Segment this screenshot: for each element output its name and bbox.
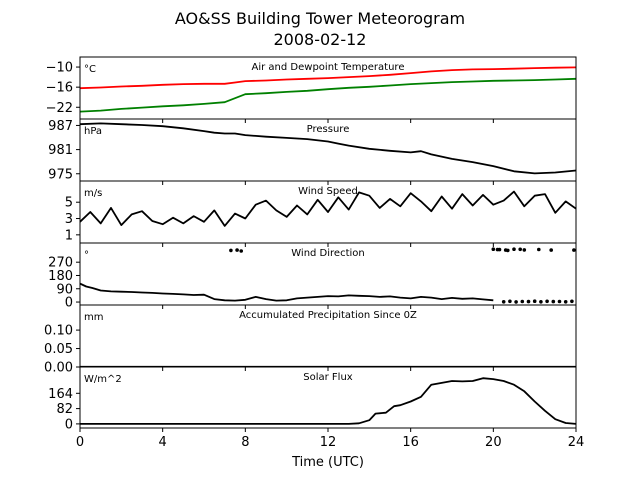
y-tick-label-solar_flux: 0 — [65, 417, 73, 432]
figure-title-line2: 2008-02-12 — [274, 30, 367, 49]
panel-title-temperature: Air and Dewpoint Temperature — [252, 62, 405, 73]
y-tick-label-wind_direction: 270 — [48, 256, 73, 271]
scatter-point-wind_direction_points — [522, 248, 527, 252]
y-tick-label-pressure: 987 — [48, 119, 73, 134]
unit-label-pressure: hPa — [84, 126, 102, 137]
y-tick-label-wind_direction: 0 — [65, 296, 73, 311]
panel-title-wind_direction: Wind Direction — [291, 248, 365, 259]
series-line-dewpoint — [80, 77, 576, 113]
unit-label-precipitation: mm — [84, 312, 103, 323]
panel-title-pressure: Pressure — [307, 124, 350, 135]
y-tick-label-solar_flux: 82 — [56, 402, 73, 417]
panel-title-wind_speed: Wind Speed — [298, 186, 358, 197]
x-tick-label: 0 — [76, 435, 84, 450]
y-tick-label-wind_speed: 5 — [65, 196, 73, 211]
y-tick-label-solar_flux: 164 — [48, 387, 73, 402]
figure-title-line1: AO&SS Building Tower Meteorogram — [175, 9, 465, 28]
scatter-point-wind_direction_points — [239, 249, 243, 253]
unit-label-wind_direction: ° — [84, 250, 89, 261]
series-line-wind_speed — [80, 190, 576, 227]
unit-label-wind_speed: m/s — [84, 188, 102, 199]
scatter-point-wind_direction_points — [545, 299, 549, 304]
y-tick-label-pressure: 981 — [48, 143, 73, 158]
x-tick-label: 24 — [568, 435, 585, 450]
y-tick-label-temperature: −16 — [46, 81, 73, 96]
scatter-point-wind_direction_points — [532, 299, 537, 304]
scatter-point-wind_direction_points — [501, 300, 506, 304]
x-tick-label: 20 — [485, 435, 502, 450]
y-tick-label-wind_direction: 180 — [48, 269, 73, 284]
panel-pressure: 987 981 975 hPa Pressure — [48, 118, 577, 185]
y-tick-label-precipitation: 0.10 — [44, 324, 73, 339]
panel-series-group-wind_speed — [80, 190, 576, 227]
panel-title-precipitation: Accumulated Precipitation Since 0Z — [239, 310, 417, 321]
x-tick-label: 16 — [402, 435, 419, 450]
scatter-point-wind_direction_points — [563, 300, 568, 304]
panel-title-solar_flux: Solar Flux — [303, 372, 353, 383]
y-tick-label-temperature: −22 — [46, 101, 73, 116]
panel-series-group-solar_flux — [80, 377, 576, 425]
x-tick-label: 8 — [241, 435, 249, 450]
panel-temperature: −10 −16 −22 °C Air and Dewpoint Temperature — [46, 56, 577, 123]
scatter-point-wind_direction_points — [537, 247, 541, 252]
x-axis-title: Time (UTC) — [291, 455, 364, 470]
y-tick-label-pressure: 975 — [48, 167, 73, 182]
panel-series-group-temperature — [80, 66, 576, 113]
scatter-point-wind_direction_points — [508, 299, 512, 304]
panel-series-group-pressure — [80, 122, 576, 175]
panels-layer: −10 −16 −22 °C Air and Dewpoint Temperature 9… — [44, 56, 577, 432]
scatter-point-wind_direction_points — [506, 248, 510, 253]
series-line-solar_flux — [80, 377, 576, 425]
unit-label-temperature: °C — [84, 64, 96, 75]
y-tick-label-temperature: −10 — [46, 61, 73, 76]
scatter-point-wind_direction_points — [229, 248, 233, 253]
scatter-point-wind_direction_points — [526, 299, 531, 304]
scatter-point-wind_direction_points — [497, 247, 502, 252]
scatter-point-wind_direction_points — [512, 247, 516, 251]
scatter-point-wind_direction_points — [557, 299, 562, 304]
y-tick-label-wind_speed: 3 — [65, 212, 73, 227]
panel-precipitation: 0.10 0.05 0.00 mm Accumulated Precipitation … — [44, 304, 577, 376]
y-tick-label-wind_direction: 90 — [56, 282, 73, 297]
y-tick-label-precipitation: 0.05 — [44, 342, 73, 357]
panel-wind_speed: 531 m/s Wind Speed — [65, 180, 577, 247]
panel-series-group-wind_direction — [80, 247, 576, 304]
series-line-air — [80, 66, 576, 90]
unit-label-solar_flux: W/m^2 — [84, 374, 122, 385]
scatter-point-wind_direction_points — [551, 299, 556, 304]
series-line-wind_direction — [80, 282, 494, 302]
scatter-point-wind_direction_points — [235, 248, 239, 252]
y-tick-label-precipitation: 0.00 — [44, 361, 73, 376]
scatter-point-wind_direction_points — [518, 247, 522, 252]
scatter-point-wind_direction_points — [514, 300, 518, 304]
x-axis: 0 4 8 12 16 20 24 — [76, 435, 584, 450]
scatter-point-wind_direction_points — [570, 299, 574, 304]
series-line-pressure — [80, 122, 576, 175]
scatter-point-wind_direction_points — [572, 248, 576, 252]
x-tick-label: 12 — [320, 435, 337, 450]
x-tick-label: 4 — [159, 435, 167, 450]
scatter-point-wind_direction_points — [520, 299, 525, 304]
scatter-point-wind_direction_points — [539, 300, 543, 304]
scatter-point-wind_direction_points — [491, 247, 496, 251]
y-tick-label-wind_speed: 1 — [65, 228, 73, 243]
scatter-point-wind_direction_points — [549, 248, 553, 252]
